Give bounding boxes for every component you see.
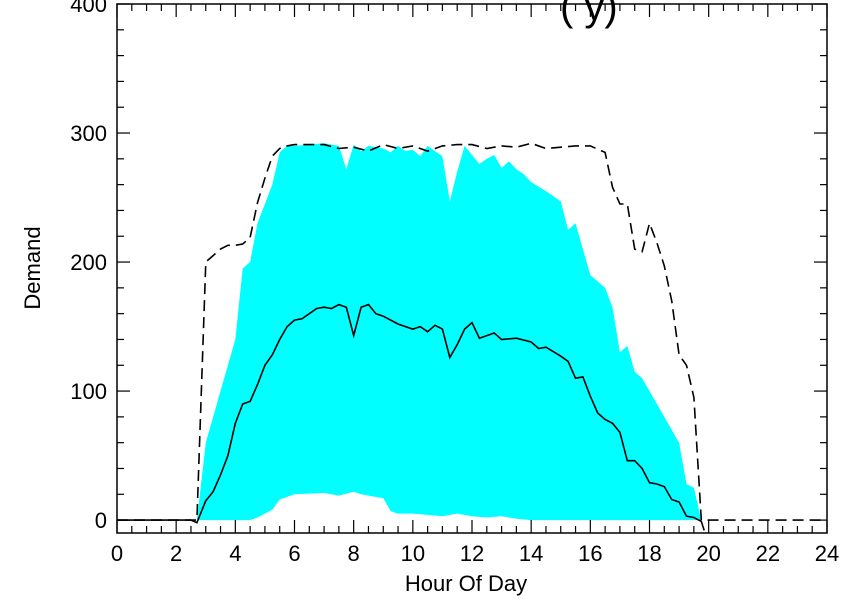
x-tick-label: 20 [696,541,720,566]
axes-layer [116,3,828,534]
x-tick-label: 12 [460,541,484,566]
chart-title: ( y) [560,0,618,29]
range-band-area [196,143,702,521]
x-tick-label: 4 [229,541,241,566]
range-band-layer [196,143,702,521]
x-tick-label: 24 [815,541,839,566]
y-tick-label: 100 [70,379,107,404]
maximum-demand-line [117,142,827,521]
y-tick-label: 0 [95,508,107,533]
y-axis-title: Demand [20,226,45,309]
x-axis-title: Hour Of Day [405,571,527,596]
y-tick-label: 200 [70,250,107,275]
x-tick-label: 2 [170,541,182,566]
x-tick-label: 6 [288,541,300,566]
x-tick-label: 22 [756,541,780,566]
y-tick-label: 400 [70,0,107,17]
labels-layer: ( y)0 2 4 6 8 10 12 14 16 18 20 22 240100200300400Ho… [20,0,839,596]
mean-demand-line [117,303,705,531]
series-layer [117,142,827,531]
x-tick-label: 10 [401,541,425,566]
y-tick-label: 300 [70,121,107,146]
x-tick-label: 16 [578,541,602,566]
x-tick-label: 8 [348,541,360,566]
x-tick-label: 14 [519,541,543,566]
x-tick-label: 0 [111,541,123,566]
x-tick-label: 18 [637,541,661,566]
